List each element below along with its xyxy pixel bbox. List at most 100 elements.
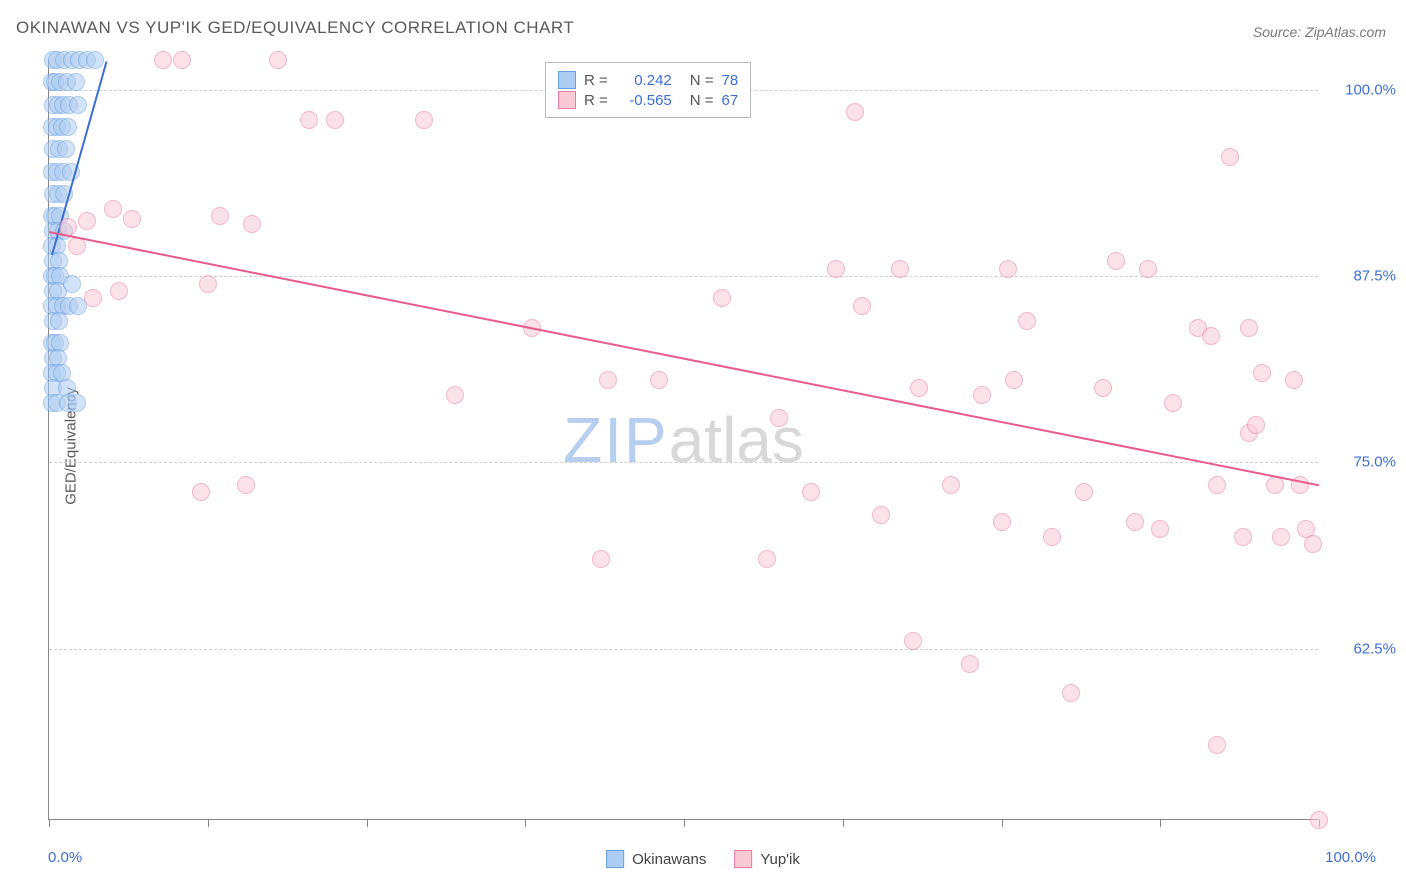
data-point bbox=[973, 386, 991, 404]
data-point bbox=[1240, 319, 1258, 337]
y-tick-label: 62.5% bbox=[1353, 640, 1396, 657]
data-point bbox=[1107, 252, 1125, 270]
data-point bbox=[123, 210, 141, 228]
data-point bbox=[78, 212, 96, 230]
legend-swatch bbox=[606, 850, 624, 868]
x-tick bbox=[684, 819, 685, 827]
data-point bbox=[1208, 476, 1226, 494]
n-value: 67 bbox=[722, 92, 739, 109]
data-point bbox=[1164, 394, 1182, 412]
data-point bbox=[1304, 535, 1322, 553]
data-point bbox=[1005, 371, 1023, 389]
data-point bbox=[872, 506, 890, 524]
watermark: ZIPatlas bbox=[563, 403, 804, 477]
data-point bbox=[1234, 528, 1252, 546]
data-point bbox=[104, 200, 122, 218]
y-tick-label: 75.0% bbox=[1353, 454, 1396, 471]
data-point bbox=[243, 215, 261, 233]
gridline bbox=[49, 462, 1318, 463]
source-label: Source: ZipAtlas.com bbox=[1253, 24, 1386, 40]
data-point bbox=[904, 632, 922, 650]
data-point bbox=[1151, 520, 1169, 538]
data-point bbox=[961, 655, 979, 673]
data-point bbox=[446, 386, 464, 404]
data-point bbox=[1075, 483, 1093, 501]
data-point bbox=[999, 260, 1017, 278]
chart-title: OKINAWAN VS YUP'IK GED/EQUIVALENCY CORRE… bbox=[16, 18, 574, 38]
r-value: 0.242 bbox=[616, 72, 672, 89]
x-tick bbox=[525, 819, 526, 827]
x-axis-max: 100.0% bbox=[1325, 849, 1376, 866]
data-point bbox=[770, 409, 788, 427]
legend-swatch bbox=[734, 850, 752, 868]
data-point bbox=[326, 111, 344, 129]
x-axis-min: 0.0% bbox=[48, 849, 82, 866]
data-point bbox=[237, 476, 255, 494]
data-point bbox=[154, 51, 172, 69]
data-point bbox=[69, 96, 87, 114]
data-point bbox=[1018, 312, 1036, 330]
data-point bbox=[910, 379, 928, 397]
data-point bbox=[1247, 416, 1265, 434]
legend-item: Okinawans bbox=[606, 850, 706, 868]
data-point bbox=[86, 51, 104, 69]
data-point bbox=[993, 513, 1011, 531]
n-value: 78 bbox=[722, 72, 739, 89]
data-point bbox=[891, 260, 909, 278]
data-point bbox=[1126, 513, 1144, 531]
data-point bbox=[1221, 148, 1239, 166]
data-point bbox=[415, 111, 433, 129]
data-point bbox=[300, 111, 318, 129]
plot-area: ZIPatlas 100.0%87.5%75.0%62.5% bbox=[48, 60, 1318, 820]
legend-item: Yup'ik bbox=[734, 850, 800, 868]
n-label: N = bbox=[690, 92, 714, 109]
data-point bbox=[650, 371, 668, 389]
data-point bbox=[599, 371, 617, 389]
data-point bbox=[84, 289, 102, 307]
legend-swatch bbox=[558, 91, 576, 109]
data-point bbox=[199, 275, 217, 293]
data-point bbox=[592, 550, 610, 568]
x-tick bbox=[1160, 819, 1161, 827]
data-point bbox=[827, 260, 845, 278]
data-point bbox=[1310, 811, 1328, 829]
legend-row: R = -0.565 N = 67 bbox=[558, 91, 738, 109]
data-point bbox=[59, 118, 77, 136]
r-value: -0.565 bbox=[616, 92, 672, 109]
data-point bbox=[846, 103, 864, 121]
correlation-legend: R = 0.242 N = 78 R = -0.565 N = 67 bbox=[545, 62, 751, 118]
data-point bbox=[67, 73, 85, 91]
data-point bbox=[1202, 327, 1220, 345]
legend-row: R = 0.242 N = 78 bbox=[558, 71, 738, 89]
data-point bbox=[1253, 364, 1271, 382]
data-point bbox=[1139, 260, 1157, 278]
trend-line bbox=[49, 231, 1319, 486]
x-tick bbox=[208, 819, 209, 827]
data-point bbox=[57, 140, 75, 158]
data-point bbox=[1272, 528, 1290, 546]
data-point bbox=[1043, 528, 1061, 546]
data-point bbox=[802, 483, 820, 501]
data-point bbox=[211, 207, 229, 225]
data-point bbox=[1094, 379, 1112, 397]
data-point bbox=[758, 550, 776, 568]
data-point bbox=[853, 297, 871, 315]
data-point bbox=[269, 51, 287, 69]
legend-label: Okinawans bbox=[632, 851, 706, 868]
y-tick-label: 100.0% bbox=[1345, 81, 1396, 98]
gridline bbox=[49, 276, 1318, 277]
data-point bbox=[68, 394, 86, 412]
x-tick bbox=[1002, 819, 1003, 827]
n-label: N = bbox=[690, 72, 714, 89]
data-point bbox=[1208, 736, 1226, 754]
legend-label: Yup'ik bbox=[760, 851, 800, 868]
x-tick bbox=[843, 819, 844, 827]
data-point bbox=[63, 275, 81, 293]
series-legend: Okinawans Yup'ik bbox=[606, 848, 800, 870]
r-label: R = bbox=[584, 92, 608, 109]
data-point bbox=[173, 51, 191, 69]
watermark-zip: ZIP bbox=[563, 404, 669, 476]
x-tick bbox=[49, 819, 50, 827]
x-tick bbox=[367, 819, 368, 827]
r-label: R = bbox=[584, 72, 608, 89]
